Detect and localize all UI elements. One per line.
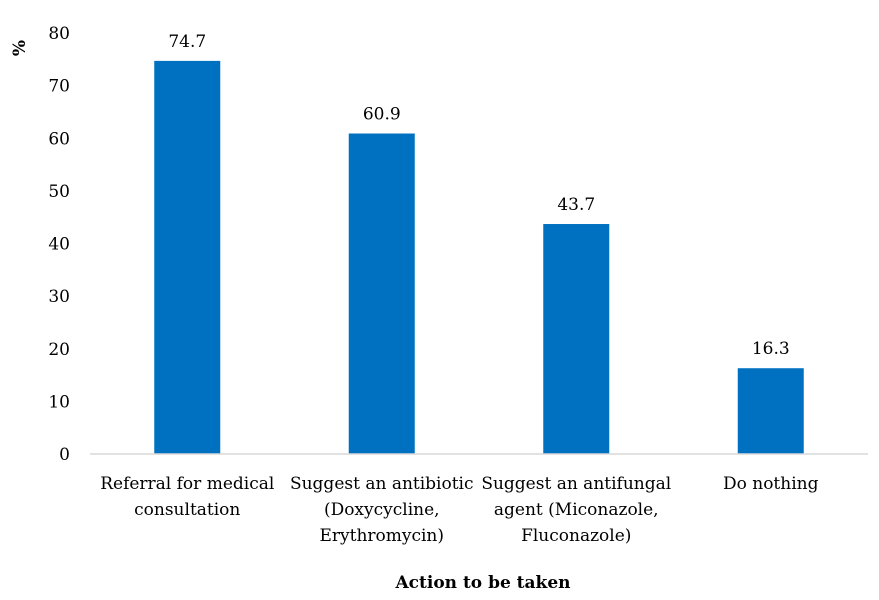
y-tick-label: 0 — [59, 445, 70, 465]
category-label-line: Do nothing — [723, 474, 819, 494]
category-label: Do nothing — [723, 474, 819, 494]
data-label: 74.7 — [168, 32, 206, 52]
data-label: 43.7 — [557, 195, 595, 215]
bar — [737, 368, 804, 454]
category-label-line: consultation — [134, 500, 240, 520]
category-label-line: Referral for medical — [100, 474, 274, 494]
data-label: 60.9 — [363, 105, 401, 125]
category-label-line: Erythromycin) — [319, 526, 444, 546]
y-axis-ticks: 0 10 20 30 40 50 60 70 80 — [48, 24, 70, 465]
category-label: Suggest an antifungal agent (Miconazole, F… — [481, 474, 671, 546]
y-tick-label: 20 — [48, 340, 70, 360]
y-tick-label: 40 — [48, 235, 70, 255]
y-tick-label: 50 — [48, 182, 70, 202]
y-axis-title: % — [10, 40, 30, 56]
category-label: Referral for medical consultation — [100, 474, 274, 520]
category-labels: Referral for medical consultation Suggest … — [100, 474, 818, 546]
y-tick-label: 80 — [48, 24, 70, 44]
data-labels: 74.7 60.9 43.7 16.3 — [168, 32, 789, 359]
y-tick-label: 60 — [48, 129, 70, 149]
data-label: 16.3 — [752, 339, 790, 359]
category-label-line: Fluconazole) — [521, 526, 631, 546]
category-label-line: agent (Miconazole, — [494, 500, 659, 520]
y-tick-label: 70 — [48, 77, 70, 97]
y-tick-label: 10 — [48, 392, 70, 412]
y-tick-label: 30 — [48, 287, 70, 307]
category-label-line: Suggest an antifungal — [481, 474, 671, 494]
bars — [154, 60, 804, 455]
category-label-line: (Doxycycline, — [324, 500, 440, 520]
category-label-line: Suggest an antibiotic — [290, 474, 474, 494]
x-axis-title: Action to be taken — [394, 573, 570, 593]
bar — [543, 224, 610, 454]
category-label: Suggest an antibiotic (Doxycycline, Erythr… — [290, 474, 474, 546]
bar — [348, 133, 415, 455]
bar — [154, 60, 221, 455]
